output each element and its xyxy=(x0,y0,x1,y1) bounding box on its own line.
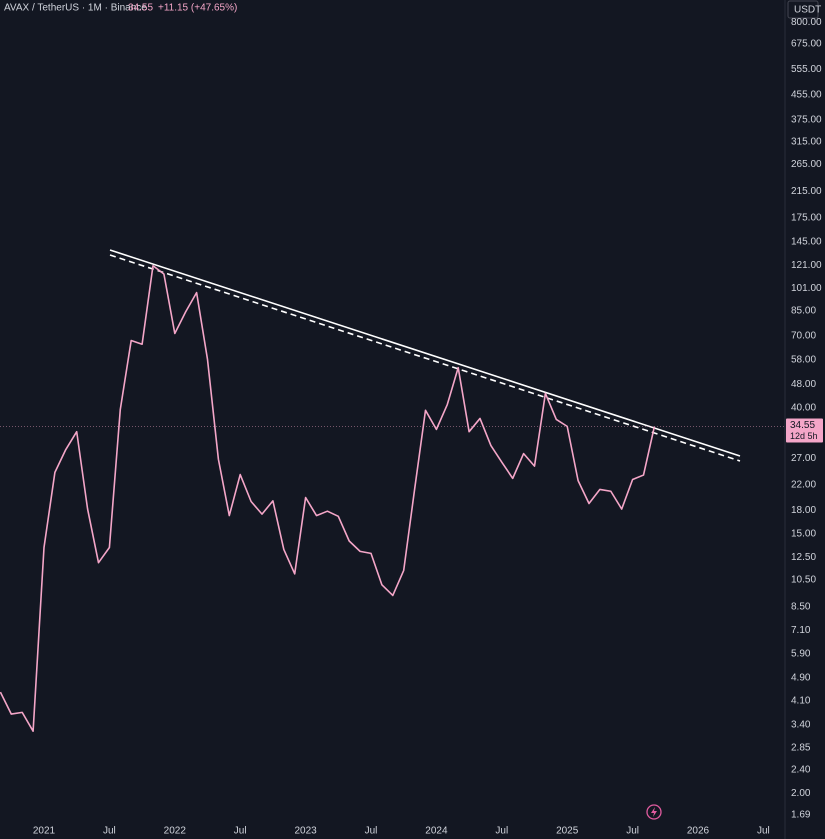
x-tick-label: 2023 xyxy=(294,826,317,837)
y-tick-label: 70.00 xyxy=(791,330,816,341)
lightning-icon[interactable] xyxy=(646,804,662,820)
y-tick-label: 7.10 xyxy=(791,625,811,636)
y-tick-label: 8.50 xyxy=(791,602,811,613)
x-tick-label: Jul xyxy=(495,826,508,837)
countdown-label: 12d 5h xyxy=(790,431,818,441)
x-tick-label: 2021 xyxy=(33,826,56,837)
y-tick-label: 675.00 xyxy=(791,39,822,50)
y-tick-label: 121.00 xyxy=(791,260,822,271)
y-tick-label: 145.00 xyxy=(791,237,822,248)
price-line xyxy=(0,264,656,732)
y-tick-label: 3.40 xyxy=(791,720,811,731)
x-tick-label: 2024 xyxy=(425,826,448,837)
y-tick-label: 315.00 xyxy=(791,137,822,148)
y-tick-label: 1.69 xyxy=(791,810,811,821)
header: AVAX / TetherUS · 1M · Binance 34.55 +11… xyxy=(4,3,237,14)
x-tick-label: Jul xyxy=(757,826,770,837)
y-tick-label: 2.40 xyxy=(791,764,811,775)
y-tick-label: 12.50 xyxy=(791,552,816,563)
symbol-title: AVAX / TetherUS · 1M · Binance xyxy=(4,3,147,14)
y-tick-label: 265.00 xyxy=(791,159,822,170)
currency: USDT xyxy=(794,5,821,16)
x-tick-label: Jul xyxy=(626,826,639,837)
y-tick-label: 22.00 xyxy=(791,479,816,490)
trend-line xyxy=(109,249,741,457)
y-tick-label: 2.00 xyxy=(791,788,811,799)
y-tick-label: 5.90 xyxy=(791,649,811,660)
y-tick-label: 48.00 xyxy=(791,379,816,390)
x-tick-label: 2026 xyxy=(687,826,710,837)
last-price-box xyxy=(786,418,823,443)
x-tick-label: Jul xyxy=(103,826,116,837)
y-tick-label: 15.00 xyxy=(791,529,816,540)
y-tick-label: 85.00 xyxy=(791,305,816,316)
y-tick-label: 4.90 xyxy=(791,673,811,684)
y-tick-label: 215.00 xyxy=(791,186,822,197)
y-tick-label: 101.00 xyxy=(791,283,822,294)
y-tick-label: 18.00 xyxy=(791,505,816,516)
y-tick-label: 375.00 xyxy=(791,114,822,125)
x-tick-label: Jul xyxy=(234,826,247,837)
trend-line-dashed xyxy=(109,254,741,462)
last-price-label: 34.55 xyxy=(790,420,815,431)
x-tick-label: 2022 xyxy=(164,826,187,837)
y-tick-label: 4.10 xyxy=(791,696,811,707)
y-tick-label: 455.00 xyxy=(791,89,822,100)
y-tick-label: 555.00 xyxy=(791,64,822,75)
y-tick-label: 40.00 xyxy=(791,402,816,413)
x-tick-label: 2025 xyxy=(556,826,579,837)
currency-box xyxy=(787,0,819,19)
last-price: 34.55 xyxy=(128,3,153,14)
y-tick-label: 58.00 xyxy=(791,355,816,366)
price-change: +11.15 (+47.65%) xyxy=(158,3,237,14)
y-tick-label: 2.85 xyxy=(791,742,811,753)
x-tick-label: Jul xyxy=(365,826,378,837)
y-tick-label: 27.00 xyxy=(791,453,816,464)
y-tick-label: 800.00 xyxy=(791,17,822,28)
y-tick-label: 175.00 xyxy=(791,212,822,223)
y-tick-label: 10.50 xyxy=(791,574,816,585)
